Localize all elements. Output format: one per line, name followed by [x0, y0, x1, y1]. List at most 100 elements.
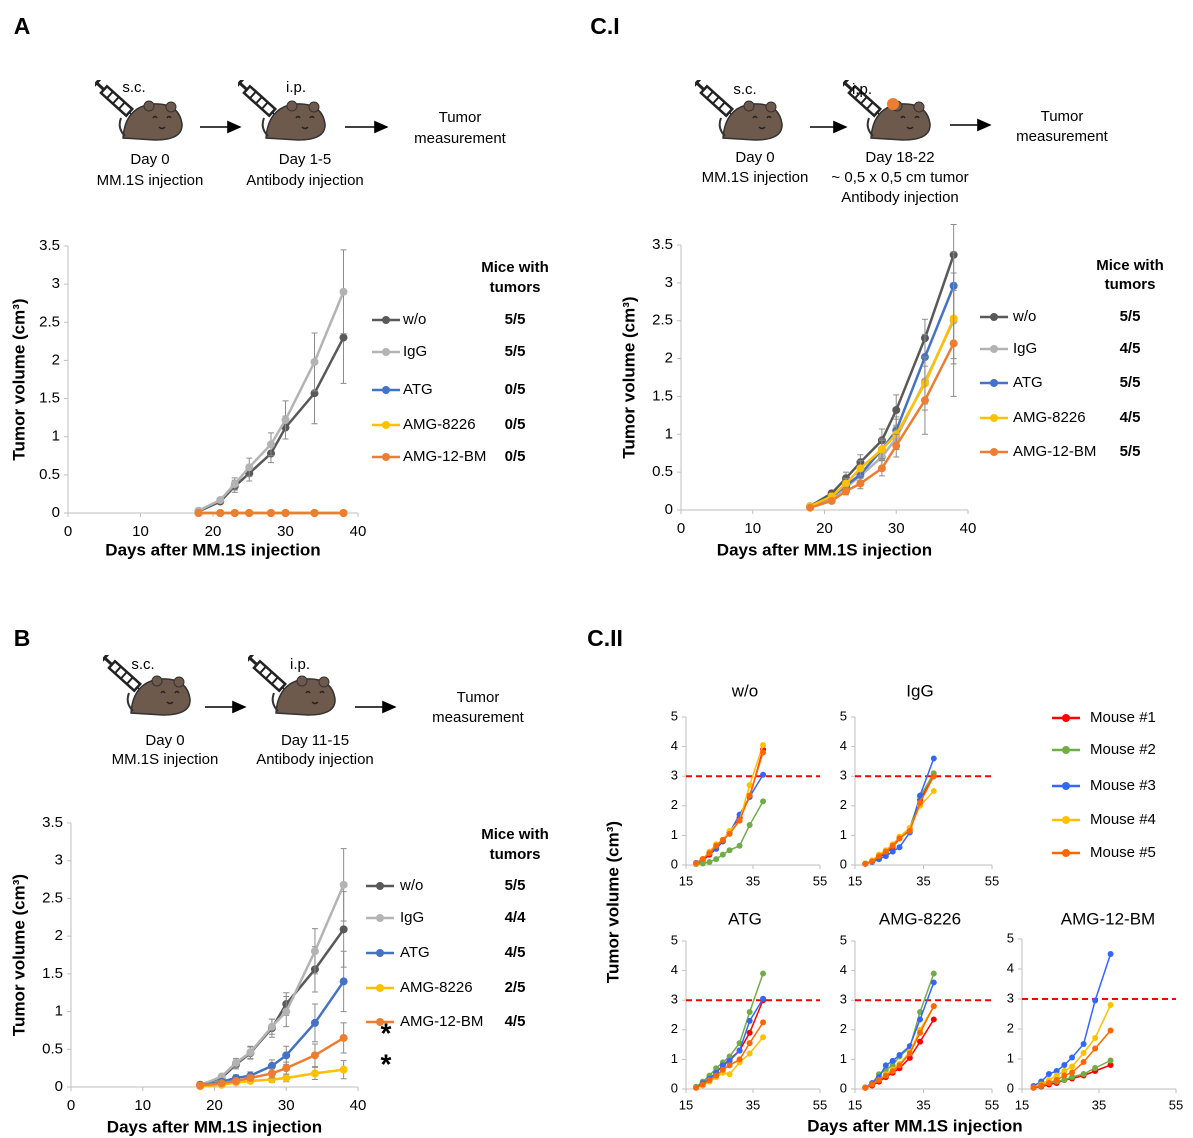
data-point	[746, 1017, 753, 1024]
data-point	[1107, 1057, 1114, 1064]
data-point	[196, 1081, 205, 1090]
data-point	[896, 1062, 903, 1069]
series-line	[695, 973, 764, 1088]
y-tick-label: 0.5	[652, 463, 673, 480]
legend-label: AMG-8226	[1013, 409, 1086, 426]
x-tick-label: 55	[1169, 1097, 1183, 1112]
series-line	[809, 320, 955, 509]
x-tick-label: 15	[1015, 1097, 1029, 1112]
x-tick-label: 0	[67, 1097, 75, 1114]
y-tick-label: 3	[665, 274, 673, 291]
y-tick-label: 3	[840, 992, 847, 1007]
data-point	[746, 1009, 753, 1016]
legend-title: tumors	[490, 279, 541, 296]
y-tick-label: 3	[55, 852, 63, 869]
route-label: i.p.	[286, 79, 306, 96]
legend-title: tumors	[1105, 276, 1156, 293]
data-point	[827, 496, 836, 505]
legend-swatch-dot	[1062, 714, 1070, 722]
y-tick-label: 4	[840, 738, 847, 753]
data-point	[906, 827, 913, 834]
data-point	[889, 848, 896, 855]
x-tick-label: 40	[350, 523, 367, 540]
data-point	[1107, 951, 1114, 957]
data-point	[875, 1077, 882, 1084]
legend-label: Mouse #2	[1090, 741, 1156, 758]
data-point	[282, 1007, 291, 1016]
y-tick-label: 4	[840, 962, 847, 977]
y-tick-label: 4	[671, 738, 678, 753]
data-point	[1092, 1065, 1099, 1071]
y-tick-label: 1	[665, 425, 673, 442]
x-tick-label: 55	[813, 873, 827, 888]
legend-label: IgG	[403, 343, 427, 360]
x-axis-label: Days after MM.1S injection	[105, 540, 320, 559]
data-point	[896, 844, 903, 851]
mice-count: 4/4	[505, 909, 527, 926]
y-tick-label: 3.5	[652, 236, 673, 253]
series-line	[864, 790, 935, 865]
data-point	[281, 415, 290, 424]
data-point	[719, 836, 726, 843]
y-axis-label: Tumor volume (cm³)	[9, 874, 28, 1036]
data-point	[882, 1072, 889, 1079]
y-tick-label: 0	[840, 1080, 847, 1095]
y-tick-label: 1	[1007, 1050, 1014, 1065]
data-point	[882, 853, 889, 860]
data-point	[917, 799, 924, 806]
y-tick-label: 0	[840, 856, 847, 871]
x-tick-label: 35	[746, 1097, 760, 1112]
step-caption: MM.1S injection	[112, 751, 219, 768]
data-point	[246, 1048, 255, 1057]
data-point	[230, 480, 239, 489]
data-point	[930, 970, 937, 977]
legend-swatch-dot	[382, 421, 390, 429]
outcome-label: Tumor	[439, 109, 482, 126]
y-tick-label: 3	[671, 992, 678, 1007]
data-point	[339, 333, 348, 342]
panel-label: B	[14, 625, 31, 651]
data-point	[1080, 1041, 1087, 1047]
mice-count: 4/5	[1120, 409, 1141, 426]
data-point	[842, 479, 851, 488]
data-point	[1107, 1002, 1114, 1008]
data-point	[746, 822, 753, 829]
data-point	[216, 509, 225, 517]
mouse-icon	[238, 80, 327, 142]
chart-title: IgG	[906, 681, 933, 700]
mice-count: 0/5	[505, 448, 526, 465]
data-point	[1107, 1062, 1114, 1068]
data-point	[760, 749, 767, 756]
step-caption: Antibody injection	[256, 751, 374, 768]
y-tick-label: 5	[840, 932, 847, 947]
data-point	[1045, 1071, 1052, 1077]
data-point	[1080, 1050, 1087, 1056]
data-point	[760, 1034, 767, 1041]
data-point	[726, 1071, 733, 1078]
data-point	[310, 1018, 319, 1027]
y-tick-label: 1	[671, 1051, 678, 1066]
chart-title: AMG-8226	[879, 909, 961, 928]
data-point	[1069, 1063, 1076, 1070]
x-tick-label: 0	[64, 523, 72, 540]
data-point	[736, 1056, 743, 1063]
outcome-label: measurement	[1016, 128, 1109, 145]
step-caption: Day 0	[735, 149, 774, 166]
data-point	[1092, 1045, 1099, 1052]
series-line	[199, 884, 345, 1087]
y-tick-label: 3	[671, 768, 678, 783]
data-point	[339, 509, 348, 517]
chart-title: w/o	[731, 681, 758, 700]
data-point	[706, 850, 713, 857]
legend-swatch-dot	[990, 448, 998, 456]
x-tick-label: 20	[206, 1097, 223, 1114]
legend-swatch-dot	[376, 984, 384, 992]
series-line	[865, 775, 935, 865]
data-point	[736, 1047, 743, 1054]
data-point	[232, 1058, 241, 1067]
data-point	[1069, 1069, 1076, 1076]
legend-label: Mouse #1	[1090, 709, 1156, 726]
x-tick-label: 55	[985, 1097, 999, 1112]
step-caption: Day 18-22	[865, 149, 934, 166]
